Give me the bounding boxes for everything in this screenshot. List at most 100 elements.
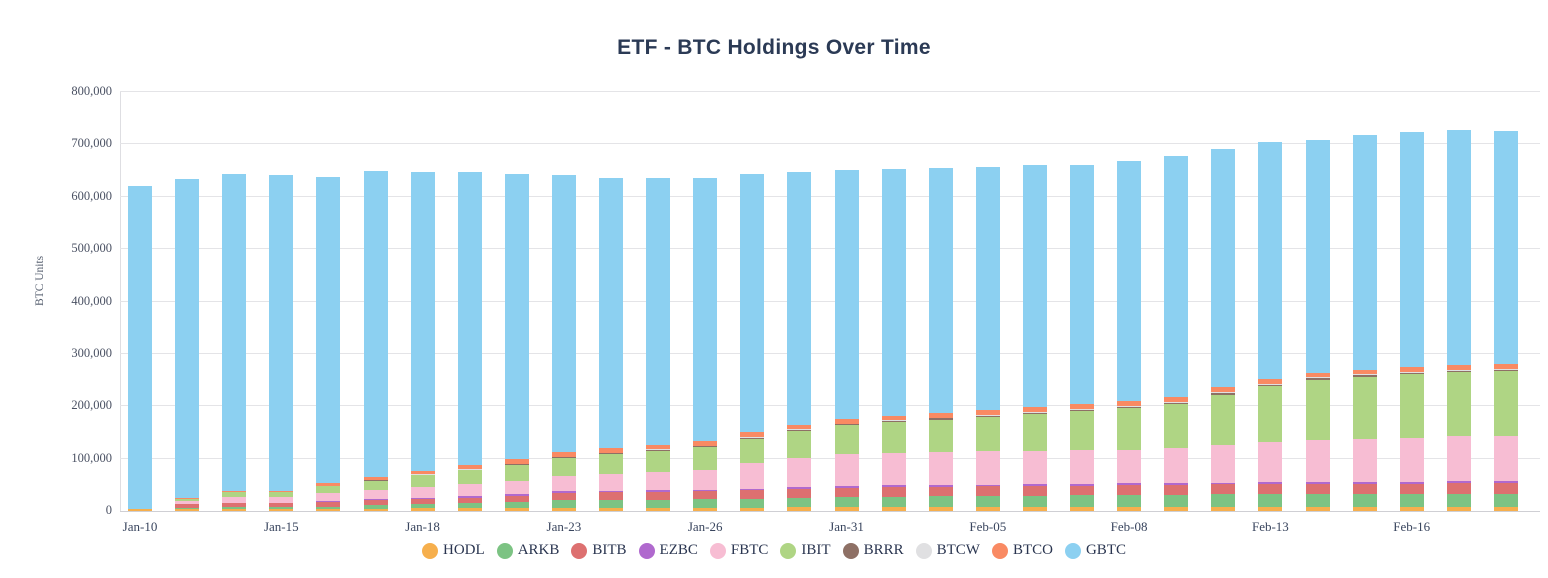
- bar-segment-ARKB[interactable]: [1070, 495, 1094, 508]
- bar-column-Jan-15[interactable]: [269, 175, 294, 511]
- bar-segment-BTCO[interactable]: [599, 448, 623, 453]
- bar-segment-ARKB[interactable]: [881, 496, 906, 508]
- bar-segment-BTCO[interactable]: [1211, 387, 1236, 393]
- bar-segment-HODL[interactable]: [1258, 507, 1283, 511]
- bar-segment-GBTC[interactable]: [1211, 149, 1236, 388]
- bar-segment-GBTC[interactable]: [363, 170, 388, 477]
- bar-segment-EZBC[interactable]: [928, 485, 953, 487]
- bar-segment-HODL[interactable]: [740, 507, 765, 511]
- bar-segment-IBIT[interactable]: [1493, 371, 1518, 436]
- bar-segment-FBTC[interactable]: [693, 469, 718, 490]
- bar-segment-GBTC[interactable]: [693, 178, 718, 441]
- bar-segment-BTCW[interactable]: [1022, 412, 1047, 413]
- bar-segment-FBTC[interactable]: [363, 490, 388, 500]
- bar-segment-FBTC[interactable]: [551, 475, 576, 492]
- bar-segment-BITB[interactable]: [975, 486, 1000, 496]
- bar-segment-EZBC[interactable]: [646, 490, 671, 492]
- bar-segment-BRRR[interactable]: [1164, 402, 1189, 404]
- bar-segment-ARKB[interactable]: [975, 495, 1000, 508]
- bar-segment-BTCO[interactable]: [504, 459, 529, 464]
- bar-segment-HODL[interactable]: [269, 508, 294, 511]
- bar-segment-HODL[interactable]: [1493, 507, 1518, 511]
- bar-column-Jan-22[interactable]: [504, 174, 529, 511]
- bar-segment-BRRR[interactable]: [646, 449, 671, 451]
- bar-segment-FBTC[interactable]: [269, 496, 294, 503]
- bar-segment-EZBC[interactable]: [1211, 482, 1236, 485]
- bar-segment-ARKB[interactable]: [363, 505, 388, 509]
- bar-segment-HODL[interactable]: [551, 508, 576, 511]
- bar-segment-HODL[interactable]: [175, 508, 200, 511]
- bar-segment-IBIT[interactable]: [928, 419, 953, 453]
- bar-segment-IBIT[interactable]: [363, 480, 388, 491]
- bar-segment-BTCO[interactable]: [1164, 396, 1189, 402]
- bar-segment-ARKB[interactable]: [1352, 494, 1377, 508]
- bar-segment-ARKB[interactable]: [1493, 493, 1518, 508]
- bar-segment-HODL[interactable]: [1352, 507, 1377, 511]
- bar-segment-BTCO[interactable]: [222, 490, 247, 492]
- bar-segment-ARKB[interactable]: [834, 496, 859, 508]
- bar-segment-BTCO[interactable]: [1446, 365, 1471, 371]
- bar-segment-BITB[interactable]: [551, 492, 576, 501]
- bar-segment-BRRR[interactable]: [1352, 375, 1377, 377]
- bar-segment-BTCW[interactable]: [646, 449, 671, 450]
- bar-segment-HODL[interactable]: [363, 508, 388, 511]
- bar-segment-FBTC[interactable]: [928, 452, 953, 486]
- bar-segment-ARKB[interactable]: [222, 507, 247, 509]
- bar-segment-FBTC[interactable]: [646, 471, 671, 491]
- bar-segment-HODL[interactable]: [1446, 507, 1471, 511]
- bar-segment-BRRR[interactable]: [1117, 406, 1142, 408]
- bar-segment-BTCW[interactable]: [1305, 377, 1330, 379]
- bar-segment-HODL[interactable]: [128, 508, 152, 511]
- bar-segment-BITB[interactable]: [1117, 485, 1142, 496]
- bar-segment-BTCO[interactable]: [1070, 403, 1094, 410]
- bar-segment-IBIT[interactable]: [646, 450, 671, 472]
- bar-segment-BITB[interactable]: [646, 491, 671, 500]
- bar-segment-BITB[interactable]: [881, 487, 906, 497]
- bar-segment-BTCO[interactable]: [834, 418, 859, 424]
- bar-segment-IBIT[interactable]: [175, 498, 200, 501]
- bar-segment-BTCO[interactable]: [551, 452, 576, 457]
- bar-segment-HODL[interactable]: [1211, 507, 1236, 511]
- bar-segment-ARKB[interactable]: [1258, 494, 1283, 508]
- bar-segment-GBTC[interactable]: [975, 166, 1000, 410]
- bar-segment-EZBC[interactable]: [551, 491, 576, 493]
- bar-segment-ARKB[interactable]: [1022, 495, 1047, 508]
- bar-segment-GBTC[interactable]: [1399, 132, 1424, 368]
- bar-segment-HODL[interactable]: [316, 508, 341, 511]
- legend-item-ezbc[interactable]: EZBC: [638, 542, 698, 559]
- bar-segment-BRRR[interactable]: [693, 446, 718, 448]
- bar-segment-ARKB[interactable]: [1211, 494, 1236, 508]
- bar-segment-BTCO[interactable]: [928, 412, 953, 418]
- bar-segment-BTCW[interactable]: [1446, 370, 1471, 371]
- legend-item-hodl[interactable]: HODL: [422, 542, 485, 559]
- bar-segment-BITB[interactable]: [1446, 483, 1471, 494]
- bar-column-Jan-11[interactable]: [175, 179, 200, 511]
- bar-segment-BITB[interactable]: [693, 491, 718, 500]
- bar-segment-ARKB[interactable]: [928, 496, 953, 508]
- bar-segment-BTCW[interactable]: [975, 414, 1000, 416]
- bar-segment-BTCO[interactable]: [740, 432, 765, 438]
- bar-column-Jan-19[interactable]: [457, 172, 482, 511]
- bar-segment-BTCO[interactable]: [646, 444, 671, 450]
- bar-segment-FBTC[interactable]: [1446, 436, 1471, 482]
- bar-segment-BRRR[interactable]: [1399, 372, 1424, 375]
- bar-segment-BTCW[interactable]: [1117, 405, 1142, 407]
- bar-segment-BTCW[interactable]: [1070, 409, 1094, 410]
- legend-item-ibit[interactable]: IBIT: [780, 542, 831, 559]
- bar-segment-ARKB[interactable]: [1164, 494, 1189, 508]
- bar-segment-IBIT[interactable]: [1117, 407, 1142, 450]
- bar-segment-EZBC[interactable]: [410, 497, 435, 499]
- bar-segment-IBIT[interactable]: [269, 492, 294, 497]
- bar-segment-HODL[interactable]: [1070, 507, 1094, 511]
- bar-segment-EZBC[interactable]: [504, 494, 529, 496]
- bar-segment-GBTC[interactable]: [834, 169, 859, 419]
- bar-segment-BTCW[interactable]: [1493, 368, 1518, 370]
- bar-segment-GBTC[interactable]: [175, 179, 200, 498]
- bar-segment-BTCW[interactable]: [1352, 374, 1377, 376]
- bar-segment-IBIT[interactable]: [599, 454, 623, 474]
- bar-column-Feb-07[interactable]: [1070, 165, 1094, 511]
- bar-segment-BITB[interactable]: [504, 495, 529, 502]
- bar-segment-FBTC[interactable]: [834, 453, 859, 487]
- bar-segment-BITB[interactable]: [316, 502, 341, 507]
- bar-segment-EZBC[interactable]: [975, 484, 1000, 487]
